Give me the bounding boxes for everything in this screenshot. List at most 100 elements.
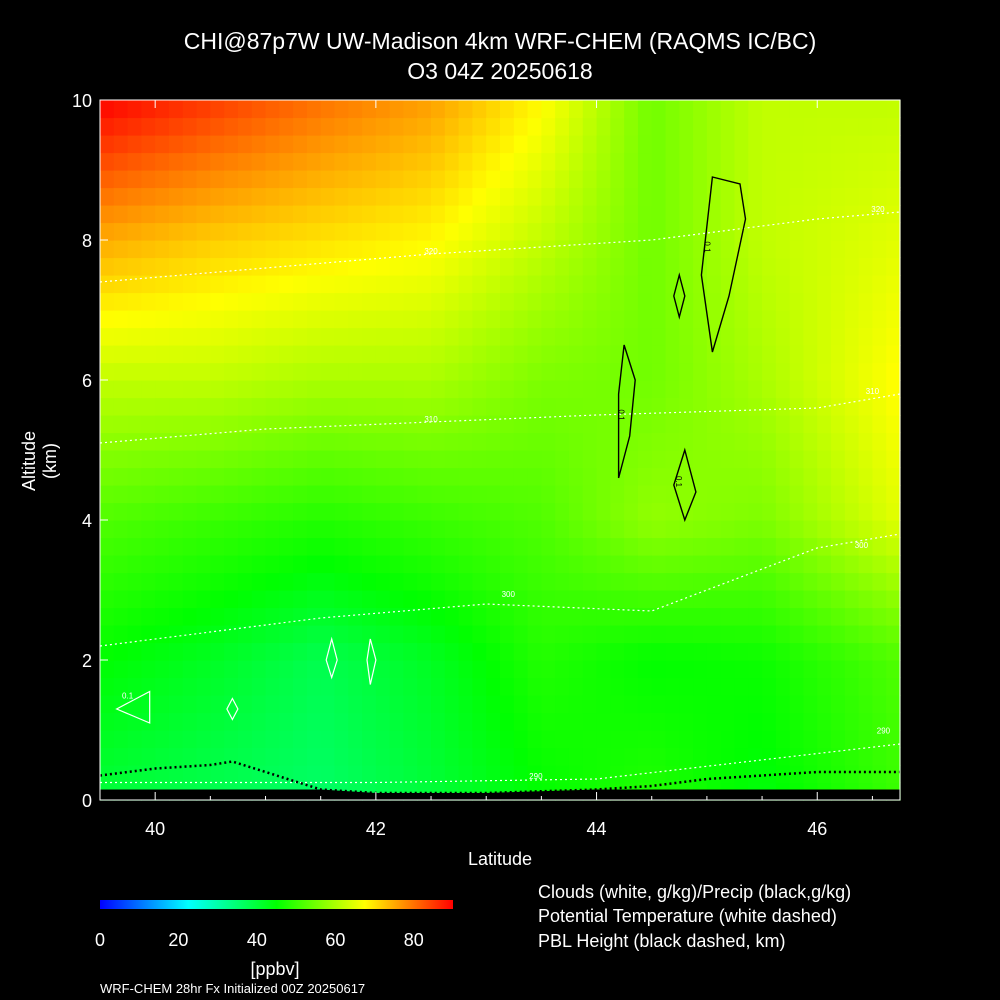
o3-cell [334,275,349,294]
o3-cell [775,152,791,171]
o3-cell [155,432,170,451]
o3-cell [844,222,860,241]
o3-cell [417,415,432,434]
o3-cell [775,345,791,364]
o3-cell [362,205,377,224]
o3-cell [279,222,294,241]
o3-cell [541,572,556,591]
o3-cell [541,327,556,346]
o3-cell [568,222,584,241]
o3-cell [872,730,887,749]
o3-cell [265,607,280,626]
o3-cell [858,555,874,574]
o3-cell [803,572,818,591]
o3-cell [734,275,749,294]
o3-cell [582,117,598,136]
o3-cell [320,362,336,381]
o3-cell [624,537,639,556]
o3-cell [196,467,211,486]
o3-cell [762,415,777,434]
o3-cell [541,205,556,224]
o3-cell [113,537,129,556]
o3-cell [127,712,142,731]
o3-cell [775,222,791,241]
o3-cell [251,415,267,434]
o3-cell [513,730,529,749]
o3-cell [872,240,887,259]
o3-cell [141,555,156,574]
precip-contour [673,447,697,523]
o3-cell [844,467,860,486]
o3-cell [513,712,529,731]
o3-cell [210,240,225,259]
o3-cell [665,397,680,416]
o3-cell [831,170,846,189]
o3-cell [720,520,736,539]
o3-cell [706,555,722,574]
o3-cell [568,607,584,626]
o3-cell [237,502,253,521]
o3-cell [693,537,708,556]
o3-cell [610,765,625,784]
o3-cell [734,625,749,644]
o3-cell [693,485,708,504]
o3-cell [844,187,860,206]
o3-cell [693,660,708,679]
o3-cell [555,117,570,136]
o3-cell [872,747,887,766]
o3-cell [858,205,874,224]
o3-cell [224,117,239,136]
o3-cell [362,450,377,469]
o3-cell [348,205,363,224]
o3-cell [720,310,736,329]
o3-cell [334,450,349,469]
o3-cell [500,187,515,206]
o3-cell [582,327,598,346]
o3-cell [431,362,446,381]
o3-cell [168,240,184,259]
o3-cell [596,520,611,539]
o3-cell [803,555,818,574]
o3-cell [251,695,267,714]
o3-cell [237,450,253,469]
o3-cell [293,327,308,346]
o3-cell [665,677,680,696]
o3-cell [444,397,460,416]
o3-cell [472,695,487,714]
o3-cell [775,730,791,749]
o3-cell [831,677,846,696]
o3-cell [224,625,239,644]
o3-cell [168,467,184,486]
o3-cell [555,607,570,626]
o3-cell [431,485,446,504]
o3-cell [251,467,267,486]
o3-cell [693,625,708,644]
o3-cell [155,257,170,276]
o3-cell [872,187,887,206]
o3-cell [651,555,667,574]
o3-cell [320,310,336,329]
o3-cell [251,240,267,259]
o3-cell [431,747,446,766]
o3-cell [375,572,391,591]
o3-cell [541,380,556,399]
o3-cell [100,362,115,381]
x-tick-label: 44 [587,819,607,839]
o3-cell [858,257,874,276]
o3-cell [348,170,363,189]
o3-cell [334,625,349,644]
o3-cell [100,450,115,469]
o3-cell [775,765,791,784]
o3-cell [141,380,156,399]
o3-cell [789,747,805,766]
o3-cell [858,520,874,539]
o3-cell [293,380,308,399]
o3-cell [141,747,156,766]
o3-cell [582,765,598,784]
o3-cell [817,327,832,346]
o3-cell [844,747,860,766]
o3-cell [789,275,805,294]
o3-cell [196,747,211,766]
o3-cell [458,100,474,119]
o3-cell [224,345,239,364]
